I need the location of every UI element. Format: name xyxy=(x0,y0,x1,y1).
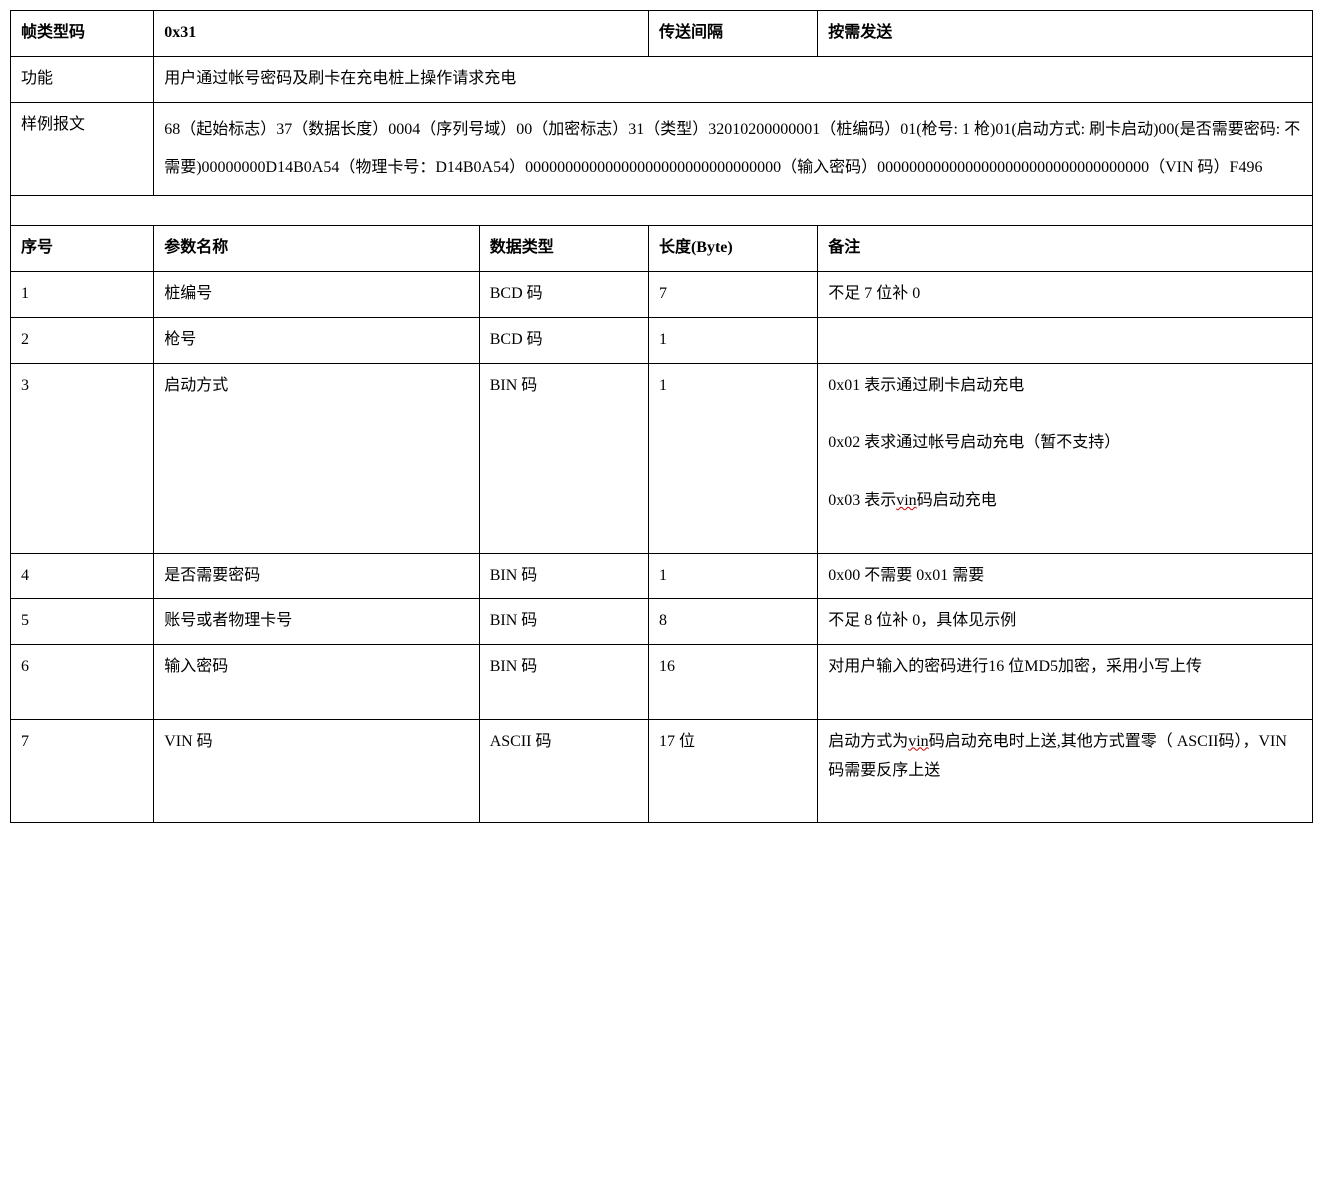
param-row: 5账号或者物理卡号BIN 码8不足 8 位补 0，具体见示例 xyxy=(11,599,1313,645)
param-length: 8 xyxy=(648,599,817,645)
param-type: ASCII 码 xyxy=(479,719,648,822)
function-value: 用户通过帐号密码及刷卡在充电桩上操作请求充电 xyxy=(154,56,1313,102)
param-type: BIN 码 xyxy=(479,363,648,553)
param-name: 账号或者物理卡号 xyxy=(154,599,480,645)
param-name: 枪号 xyxy=(154,317,480,363)
param-seq: 6 xyxy=(11,645,154,720)
param-length: 1 xyxy=(648,553,817,599)
interval-value: 按需发送 xyxy=(818,11,1313,57)
header-row-1: 帧类型码 0x31 传送间隔 按需发送 xyxy=(11,11,1313,57)
header-row-3: 样例报文 68（起始标志）37（数据长度）0004（序列号域）00（加密标志）3… xyxy=(11,102,1313,196)
param-length: 7 xyxy=(648,272,817,318)
param-name: 桩编号 xyxy=(154,272,480,318)
param-type: BCD 码 xyxy=(479,272,648,318)
param-type: BIN 码 xyxy=(479,553,648,599)
function-label: 功能 xyxy=(11,56,154,102)
frame-type-label: 帧类型码 xyxy=(11,11,154,57)
param-name: 启动方式 xyxy=(154,363,480,553)
param-row: 6输入密码BIN 码16对用户输入的密码进行16 位MD5加密，采用小写上传 xyxy=(11,645,1313,720)
param-row: 1桩编号BCD 码7不足 7 位补 0 xyxy=(11,272,1313,318)
header-row-2: 功能 用户通过帐号密码及刷卡在充电桩上操作请求充电 xyxy=(11,56,1313,102)
param-seq: 7 xyxy=(11,719,154,822)
param-type: BIN 码 xyxy=(479,645,648,720)
param-remark: 0x00 不需要 0x01 需要 xyxy=(818,553,1313,599)
param-length: 1 xyxy=(648,317,817,363)
param-length: 16 xyxy=(648,645,817,720)
param-name: 是否需要密码 xyxy=(154,553,480,599)
param-type: BIN 码 xyxy=(479,599,648,645)
param-remark xyxy=(818,317,1313,363)
col-name: 参数名称 xyxy=(154,226,480,272)
spacer-row xyxy=(11,196,1313,226)
interval-label: 传送间隔 xyxy=(648,11,817,57)
param-seq: 4 xyxy=(11,553,154,599)
param-remark: 启动方式为vin码启动充电时上送,其他方式置零（ ASCII码），VIN码需要反… xyxy=(818,719,1313,822)
col-type: 数据类型 xyxy=(479,226,648,272)
col-seq: 序号 xyxy=(11,226,154,272)
param-seq: 2 xyxy=(11,317,154,363)
param-length: 17 位 xyxy=(648,719,817,822)
param-type: BCD 码 xyxy=(479,317,648,363)
param-remark: 不足 8 位补 0，具体见示例 xyxy=(818,599,1313,645)
param-row: 2枪号BCD 码1 xyxy=(11,317,1313,363)
example-label: 样例报文 xyxy=(11,102,154,196)
param-seq: 1 xyxy=(11,272,154,318)
protocol-table: 帧类型码 0x31 传送间隔 按需发送 功能 用户通过帐号密码及刷卡在充电桩上操… xyxy=(10,10,1313,823)
param-seq: 3 xyxy=(11,363,154,553)
param-row: 3启动方式BIN 码10x01 表示通过刷卡启动充电0x02 表求通过帐号启动充… xyxy=(11,363,1313,553)
frame-type-value: 0x31 xyxy=(154,11,649,57)
param-name: VIN 码 xyxy=(154,719,480,822)
example-value: 68（起始标志）37（数据长度）0004（序列号域）00（加密标志）31（类型）… xyxy=(154,102,1313,196)
param-remark: 不足 7 位补 0 xyxy=(818,272,1313,318)
param-seq: 5 xyxy=(11,599,154,645)
param-remark: 0x01 表示通过刷卡启动充电0x02 表求通过帐号启动充电（暂不支持）0x03… xyxy=(818,363,1313,553)
param-row: 7VIN 码ASCII 码17 位启动方式为vin码启动充电时上送,其他方式置零… xyxy=(11,719,1313,822)
param-remark: 对用户输入的密码进行16 位MD5加密，采用小写上传 xyxy=(818,645,1313,720)
col-remark: 备注 xyxy=(818,226,1313,272)
param-row: 4是否需要密码BIN 码10x00 不需要 0x01 需要 xyxy=(11,553,1313,599)
params-header-row: 序号 参数名称 数据类型 长度(Byte) 备注 xyxy=(11,226,1313,272)
param-name: 输入密码 xyxy=(154,645,480,720)
param-length: 1 xyxy=(648,363,817,553)
col-length: 长度(Byte) xyxy=(648,226,817,272)
